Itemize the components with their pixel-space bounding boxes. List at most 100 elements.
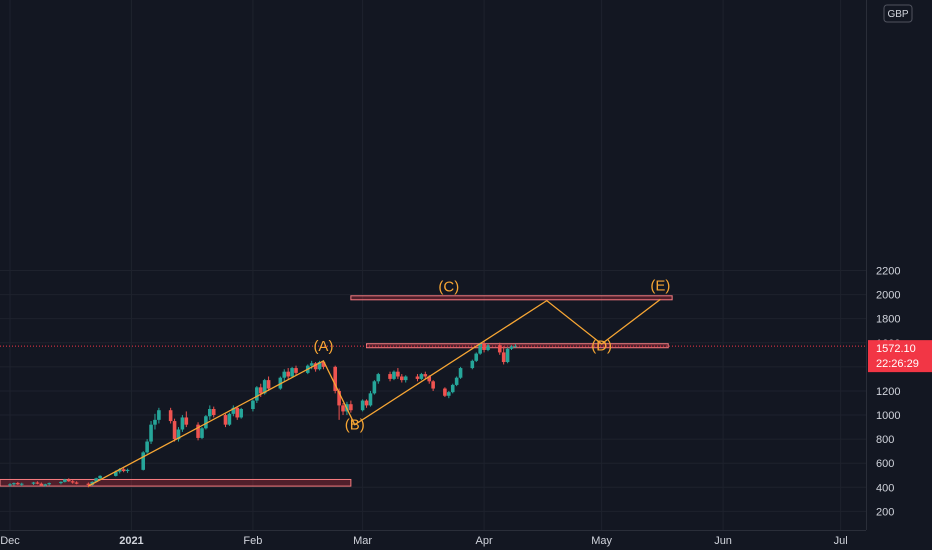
candle-body — [70, 481, 75, 483]
candle-body — [317, 362, 322, 370]
candle-body — [415, 376, 420, 379]
y-tick-label: 800 — [876, 434, 894, 446]
wave-label: (D) — [591, 338, 612, 355]
candle-body — [333, 366, 337, 391]
candle-body — [286, 371, 290, 377]
wave-projection-path — [88, 298, 661, 487]
candle-body — [86, 483, 91, 485]
candle-body — [313, 363, 318, 370]
y-tick-label: 1000 — [876, 410, 900, 422]
y-tick-label: 1200 — [876, 386, 900, 398]
wave-labels: (A) (B) (C) (D) (E) — [313, 277, 670, 433]
candle-body — [8, 484, 12, 486]
x-tick-label: Feb — [243, 535, 262, 547]
candle-body — [231, 407, 236, 414]
wave-label: (A) — [313, 338, 333, 355]
candle-body — [513, 346, 518, 348]
candle-body — [262, 380, 267, 394]
candle-body — [447, 392, 451, 396]
candle-body — [47, 483, 51, 485]
candle-body — [43, 484, 48, 486]
candle-body — [470, 360, 475, 369]
candle-body — [149, 424, 153, 442]
currency-text: GBP — [887, 9, 908, 20]
candle-body — [431, 381, 435, 389]
candle-body — [141, 452, 146, 470]
x-tick-label: May — [591, 535, 612, 547]
wave-label: (C) — [438, 279, 459, 296]
candle-body — [486, 345, 490, 350]
candle-body — [309, 363, 314, 366]
candle-body — [372, 381, 377, 394]
candle-body — [208, 409, 212, 417]
last-price-tag: 1572.10 22:26:29 — [868, 340, 932, 373]
candle-body — [235, 407, 240, 418]
candle-body — [16, 483, 20, 485]
candle-body — [98, 475, 102, 479]
candle-body — [255, 387, 259, 401]
candle-body — [474, 353, 479, 361]
candle-body — [282, 371, 287, 378]
zone-rect — [350, 295, 673, 301]
candle-body — [419, 374, 424, 379]
candle-body — [341, 405, 345, 412]
candle-body — [251, 400, 255, 410]
candle-body — [35, 482, 40, 484]
candle-body — [204, 416, 208, 429]
candle-body — [368, 393, 373, 406]
candle-body — [392, 371, 396, 379]
x-tick-label: Jun — [714, 535, 732, 547]
candle-body — [388, 374, 392, 379]
zone-rect — [0, 478, 352, 487]
chart-grid — [0, 0, 866, 530]
price-axis[interactable]: 2004006008001000120014001600180020002200 — [866, 0, 901, 530]
y-tick-label: 2200 — [876, 266, 900, 278]
candle-body — [478, 343, 482, 354]
candle-body — [501, 352, 506, 363]
wave-label: (E) — [650, 277, 670, 294]
x-tick-label: Jul — [834, 535, 848, 547]
x-tick-label: 2021 — [119, 535, 143, 547]
candle-body — [157, 410, 161, 420]
candle-body — [196, 424, 200, 438]
x-tick-label: Mar — [353, 535, 372, 547]
candle-body — [509, 346, 514, 349]
candle-body — [239, 409, 243, 418]
candle-body — [59, 481, 63, 484]
candle-body — [364, 400, 369, 406]
candle-body — [94, 478, 98, 482]
candle-body — [19, 483, 24, 485]
candle-body — [211, 409, 216, 416]
candle-body — [168, 410, 173, 422]
candle-body — [349, 404, 353, 411]
candle-body — [66, 479, 71, 482]
support-resistance-zones — [0, 295, 673, 487]
candle-body — [427, 376, 432, 382]
candle-body — [74, 482, 79, 484]
y-tick-label: 600 — [876, 458, 894, 470]
y-tick-label: 1800 — [876, 314, 900, 326]
candle-body — [400, 376, 404, 381]
candle-body — [31, 482, 36, 484]
x-tick-label: Dec — [0, 535, 20, 547]
candle-body — [376, 374, 381, 382]
candle-body — [482, 343, 486, 350]
candle-body — [423, 374, 428, 377]
candle-body — [458, 368, 463, 378]
candle-body — [176, 429, 181, 440]
candle-body — [227, 413, 232, 425]
candle-body — [294, 368, 298, 373]
wave-label: (B) — [345, 416, 365, 433]
candlestick-series — [8, 341, 518, 488]
x-tick-label: Apr — [476, 535, 493, 547]
currency-badge[interactable]: GBP — [883, 4, 913, 23]
candle-body — [172, 421, 177, 440]
candle-body — [200, 428, 204, 438]
time-axis[interactable]: Dec 2021 Feb Mar Apr May Jun Jul — [0, 530, 866, 548]
last-price-value: 1572.10 — [876, 343, 916, 355]
candle-body — [223, 415, 228, 425]
y-tick-label: 400 — [876, 482, 894, 494]
candle-body — [450, 384, 455, 393]
candle-body — [180, 417, 185, 430]
